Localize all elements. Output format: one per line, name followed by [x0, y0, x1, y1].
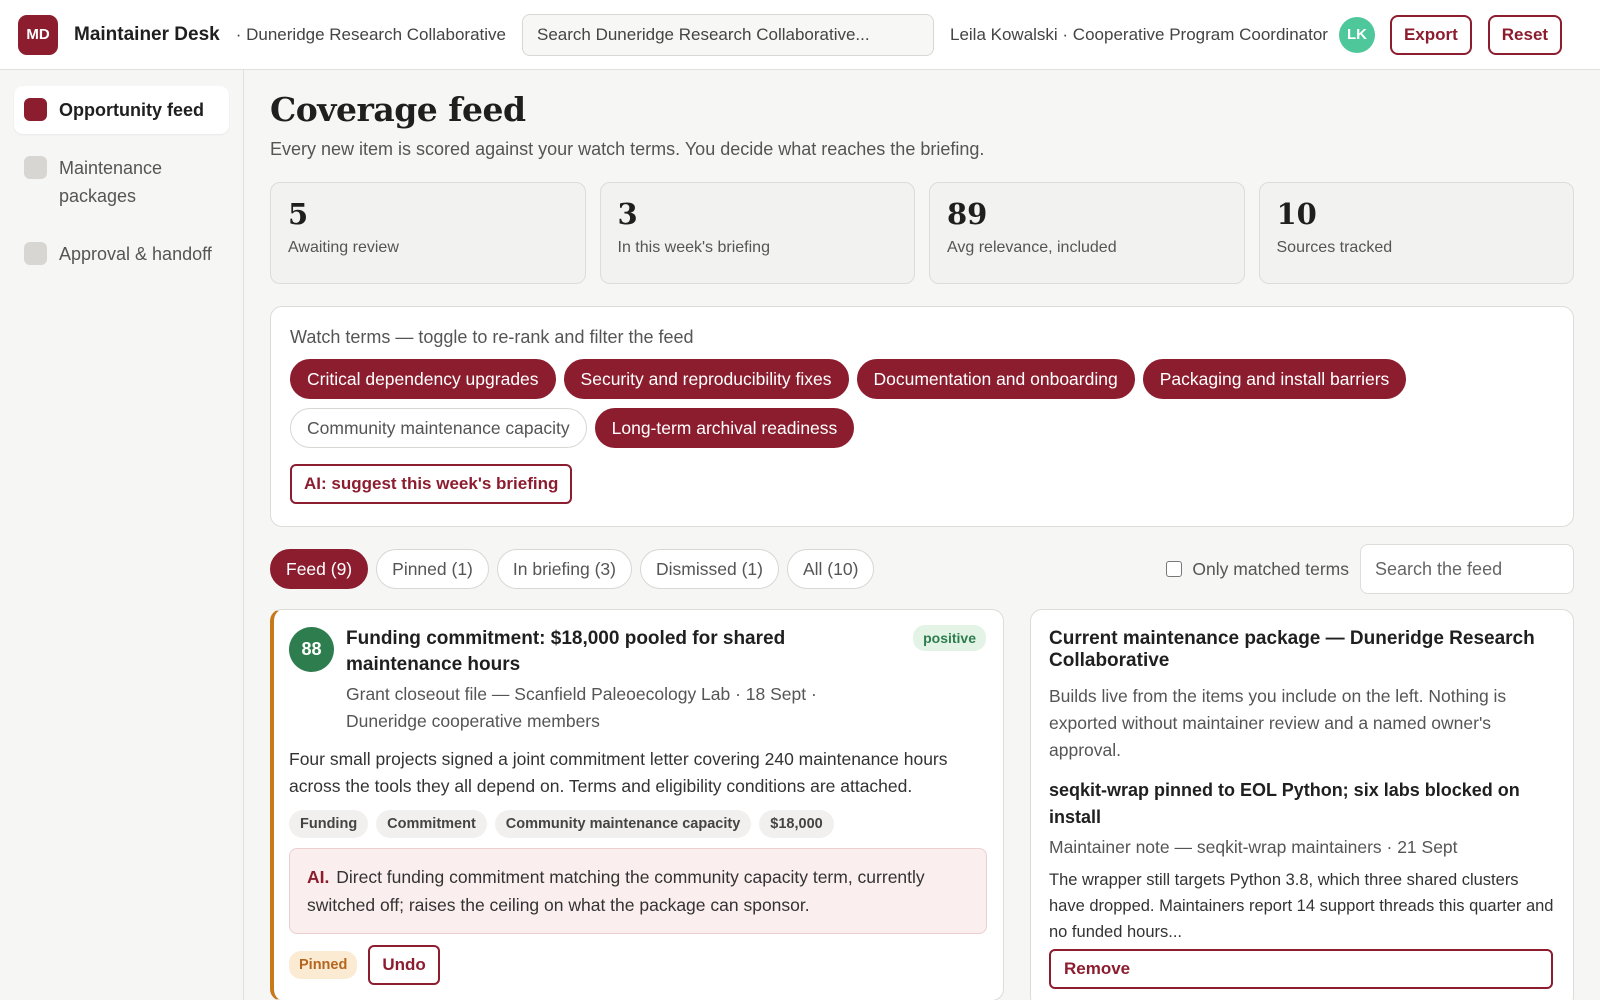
- nav-square-icon: [24, 156, 47, 179]
- stat-card-sources-tracked: 10 Sources tracked: [1258, 182, 1574, 284]
- package-description: Builds live from the items you include o…: [1049, 686, 1507, 760]
- tag-chip: Commitment: [376, 810, 487, 838]
- nav-square-icon: [24, 242, 47, 265]
- sidebar-item-label: Opportunity feed: [59, 100, 204, 120]
- card-tags: Funding Commitment Community maintenance…: [289, 810, 987, 838]
- term-toggle-packaging[interactable]: Packaging and install barriers: [1142, 359, 1407, 399]
- stat-value: 10: [1276, 197, 1317, 231]
- feed-search-input[interactable]: [1360, 544, 1574, 594]
- term-toggle-community-capacity[interactable]: Community maintenance capacity: [290, 408, 587, 448]
- org-name: · Duneridge Research Collaborative: [235, 24, 506, 44]
- top-bar: MD Maintainer Desk · Duneridge Research …: [0, 0, 1600, 70]
- term-toggle-archival-readiness[interactable]: Long-term archival readiness: [594, 408, 855, 448]
- app-logo: MD: [18, 14, 58, 55]
- stat-value: 89: [947, 197, 988, 231]
- stat-label: Awaiting review: [288, 239, 399, 256]
- pinned-badge: Pinned: [289, 951, 358, 979]
- tab-all[interactable]: All (10): [786, 549, 875, 589]
- feed-card[interactable]: 88 Funding commitment: $18,000 pooled fo…: [270, 609, 1004, 1000]
- watch-terms-list: Critical dependency upgrades Security an…: [290, 359, 1430, 448]
- stat-value: 3: [617, 197, 638, 231]
- sidebar-item-label: Maintenance packages: [59, 158, 163, 206]
- app-name: Maintainer Desk: [74, 23, 220, 45]
- nav-square-icon: [24, 98, 47, 121]
- ai-rationale-text: Direct funding commitment matching the c…: [307, 867, 925, 915]
- global-search-input[interactable]: [521, 13, 934, 56]
- sidebar: Opportunity feed Maintenance packages Ap…: [0, 70, 244, 1000]
- package-item-meta: Maintainer note — seqkit-wrap maintainer…: [1049, 837, 1458, 857]
- feed-content: 88 Funding commitment: $18,000 pooled fo…: [270, 609, 1574, 1000]
- sidebar-item-approval-handoff[interactable]: Approval & handoff: [14, 230, 229, 278]
- relevance-score-badge: 88: [289, 627, 334, 672]
- stats-row: 5 Awaiting review 3 In this week's brief…: [270, 182, 1574, 284]
- page-subtitle: Every new item is scored against your wa…: [270, 139, 985, 159]
- tag-chip: Community maintenance capacity: [494, 810, 752, 838]
- ai-rationale-tag: AI.: [307, 867, 330, 887]
- card-meta: Grant closeout file — Scanfield Paleoeco…: [346, 684, 817, 731]
- sentiment-badge: positive: [913, 625, 986, 651]
- sidebar-item-label: Approval & handoff: [59, 244, 212, 264]
- term-toggle-critical-dependency[interactable]: Critical dependency upgrades: [290, 359, 556, 399]
- tab-dismissed[interactable]: Dismissed (1): [640, 549, 779, 589]
- avatar[interactable]: LK: [1338, 16, 1375, 53]
- stat-card-avg-relevance: 89 Avg relevance, included: [929, 182, 1245, 284]
- sidebar-item-maintenance-packages[interactable]: Maintenance packages: [14, 144, 229, 220]
- maintenance-package-panel: Current maintenance package — Duneridge …: [1030, 609, 1574, 1000]
- main-content: Coverage feed Every new item is scored a…: [270, 70, 1574, 1000]
- ai-rationale: AI. Direct funding commitment matching t…: [289, 848, 987, 934]
- feed-filter-bar: Feed (9) Pinned (1) In briefing (3) Dism…: [270, 544, 1574, 594]
- tab-in-briefing[interactable]: In briefing (3): [496, 549, 632, 589]
- user-info: Leila Kowalski · Cooperative Program Coo…: [949, 24, 1328, 44]
- stat-value: 5: [288, 197, 309, 231]
- tag-chip: Funding: [289, 810, 369, 838]
- package-item-title: seqkit-wrap pinned to EOL Python; six la…: [1049, 780, 1520, 827]
- watch-terms-panel: Watch terms — toggle to re-rank and filt…: [270, 306, 1574, 527]
- stat-card-awaiting-review: 5 Awaiting review: [270, 182, 586, 284]
- stat-label: In this week's briefing: [617, 239, 770, 256]
- package-title: Current maintenance package — Duneridge …: [1049, 628, 1535, 671]
- ai-suggest-briefing-button[interactable]: AI: suggest this week's briefing: [290, 464, 573, 504]
- card-title: Funding commitment: $18,000 pooled for s…: [346, 628, 786, 675]
- only-matched-toggle[interactable]: Only matched terms: [1166, 559, 1349, 580]
- only-matched-checkbox[interactable]: [1166, 561, 1183, 577]
- package-item-body: The wrapper still targets Python 3.8, wh…: [1049, 871, 1554, 941]
- card-body: Four small projects signed a joint commi…: [289, 749, 948, 796]
- stat-card-in-briefing: 3 In this week's briefing: [599, 182, 915, 284]
- watch-terms-title: Watch terms — toggle to re-rank and filt…: [290, 327, 694, 347]
- page-title: Coverage feed: [270, 90, 526, 129]
- card-actions: Pinned Undo: [289, 945, 987, 985]
- stat-label: Avg relevance, included: [947, 239, 1117, 256]
- sidebar-item-opportunity-feed[interactable]: Opportunity feed: [14, 86, 229, 134]
- stat-label: Sources tracked: [1276, 239, 1393, 256]
- tab-feed[interactable]: Feed (9): [270, 549, 369, 589]
- tab-pinned[interactable]: Pinned (1): [376, 549, 489, 589]
- term-toggle-documentation[interactable]: Documentation and onboarding: [856, 359, 1135, 399]
- undo-button[interactable]: Undo: [368, 945, 440, 985]
- export-button[interactable]: Export: [1389, 14, 1472, 55]
- reset-button[interactable]: Reset: [1487, 14, 1563, 55]
- remove-button[interactable]: Remove: [1049, 949, 1553, 989]
- term-toggle-security-reproducibility[interactable]: Security and reproducibility fixes: [563, 359, 849, 399]
- only-matched-label: Only matched terms: [1192, 558, 1349, 579]
- tag-chip: $18,000: [759, 810, 834, 838]
